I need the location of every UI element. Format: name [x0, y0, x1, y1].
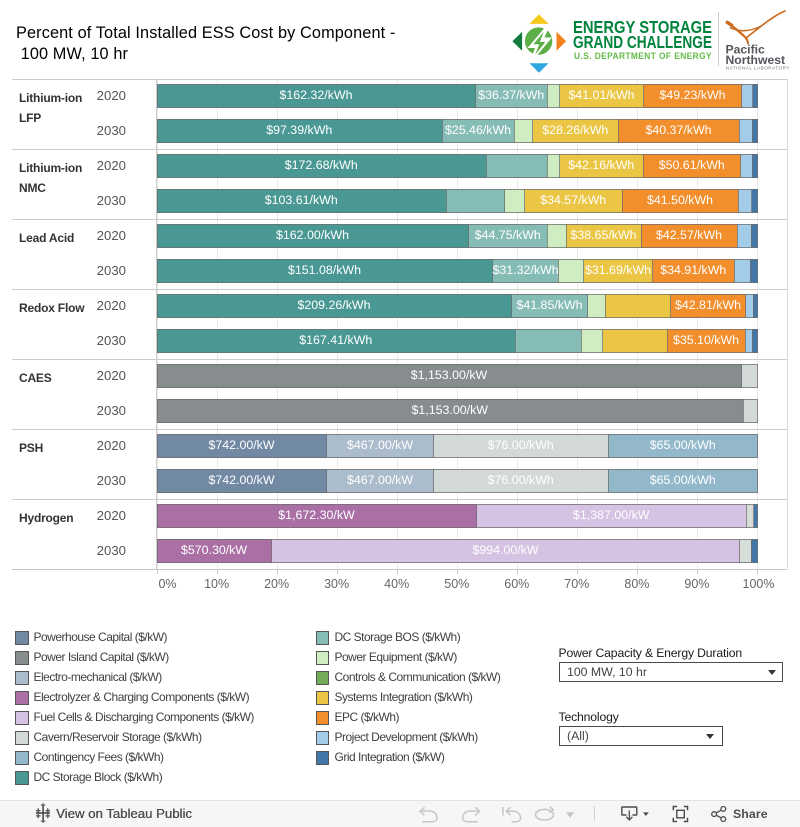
svg-text:Northwest: Northwest — [726, 53, 786, 67]
svg-text:Pacific: Pacific — [726, 43, 766, 57]
svg-text:NATIONAL LABORATORY: NATIONAL LABORATORY — [726, 65, 790, 70]
